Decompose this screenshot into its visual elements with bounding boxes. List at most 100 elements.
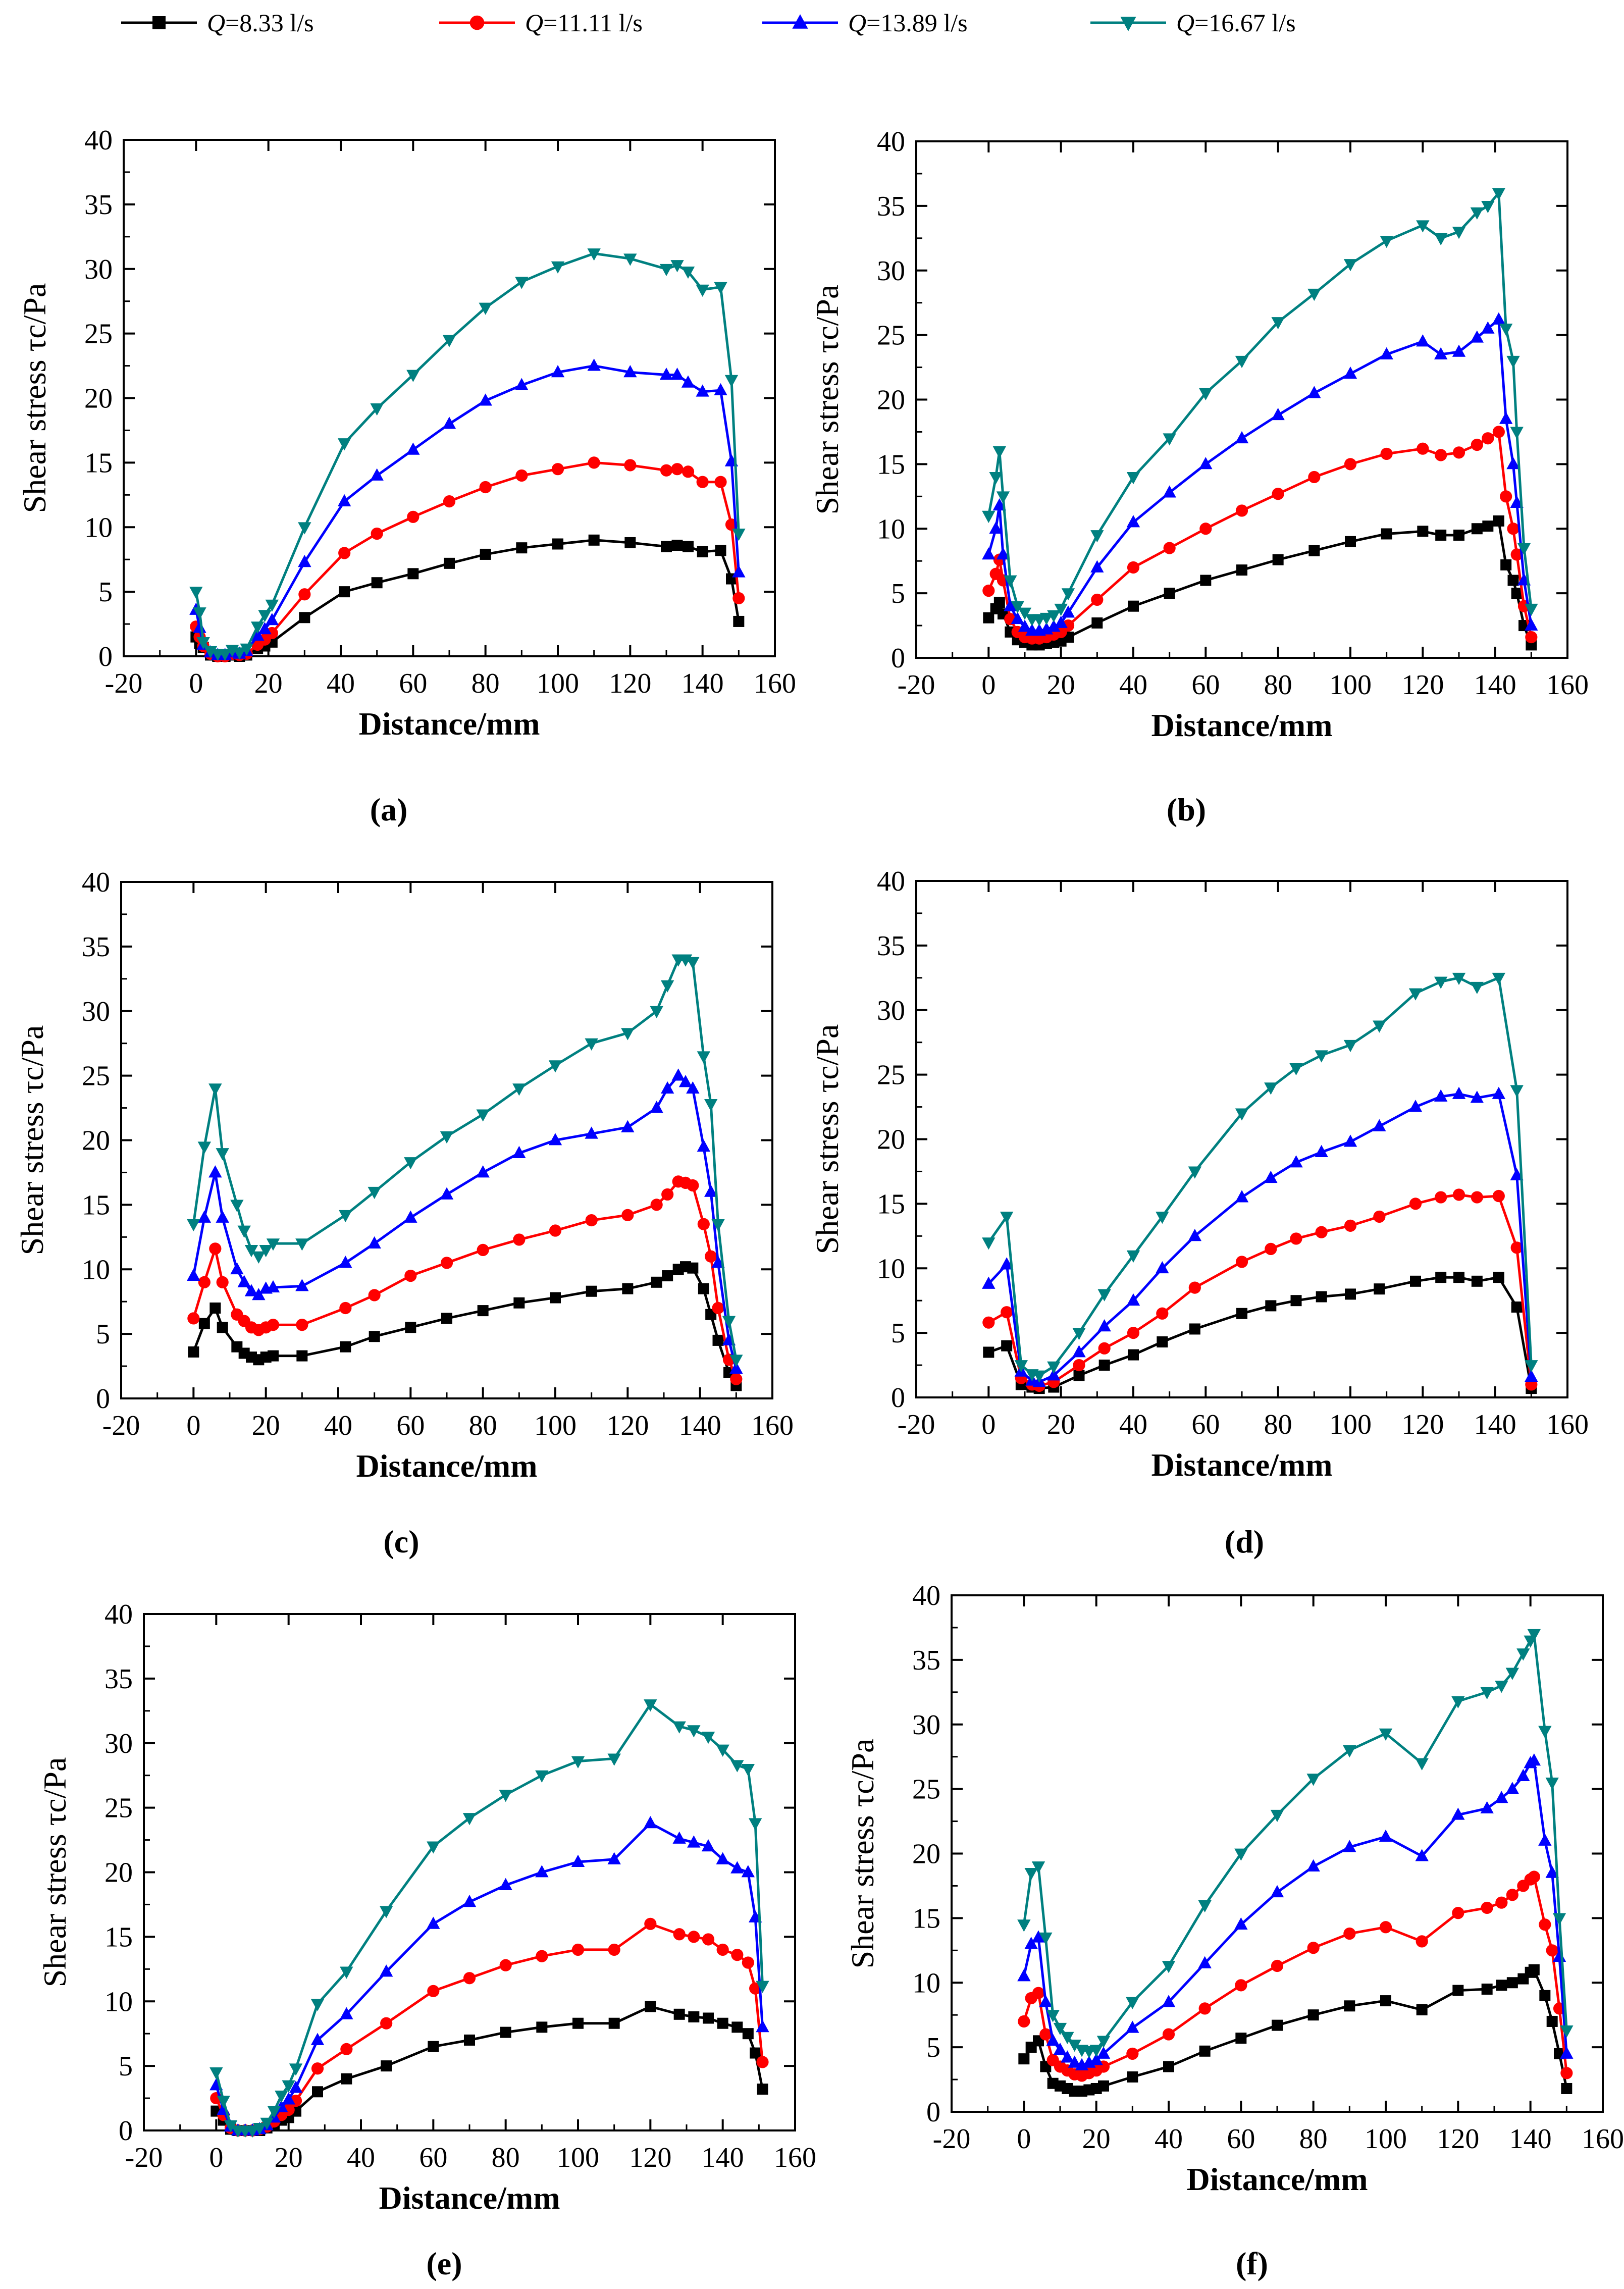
y-tick-label: 40	[877, 866, 905, 897]
data-point	[1506, 1889, 1518, 1901]
data-point	[252, 1288, 266, 1300]
data-point	[687, 1835, 701, 1848]
y-tick-label: 0	[891, 643, 905, 674]
data-point	[742, 1956, 754, 1969]
data-point	[1000, 1257, 1014, 1270]
x-tick-label: 160	[774, 2142, 816, 2173]
y-axis-label: Shear stress τc/Pa	[845, 1739, 880, 1969]
data-point	[1053, 2042, 1067, 2055]
data-point	[1098, 1360, 1110, 1371]
data-point	[1039, 612, 1054, 626]
x-tick-label: 20	[275, 2142, 303, 2173]
x-tick-label: 60	[419, 2142, 447, 2173]
data-point	[1470, 981, 1484, 995]
data-point	[1373, 1020, 1386, 1033]
legend: Q=8.33 l/s Q=11.11 l/s Q=13.89 l/s Q=16.67 …	[121, 9, 1296, 37]
data-point	[697, 546, 708, 557]
data-point	[442, 417, 456, 429]
y-tick-label: 35	[877, 930, 905, 962]
data-point	[1507, 575, 1519, 586]
x-tick-label: -20	[898, 1409, 935, 1440]
x-axis-label: Distance/mm	[358, 706, 540, 742]
data-point	[513, 1233, 526, 1246]
plot-frame	[143, 1613, 796, 2131]
chart-panel: -20 0 20 40 60 80 100 120 140 1600510152025303540…	[809, 866, 1589, 1559]
data-point	[1343, 1840, 1356, 1852]
y-tick-label: 35	[877, 191, 905, 222]
data-point	[660, 464, 673, 477]
data-point	[1162, 1961, 1176, 1973]
data-series	[187, 954, 743, 1367]
data-point	[645, 2001, 656, 2012]
data-point	[1164, 588, 1175, 599]
data-point	[404, 1210, 417, 1223]
data-point	[1289, 1063, 1303, 1076]
data-point	[1054, 603, 1068, 616]
data-point	[1307, 288, 1321, 301]
data-point	[623, 253, 637, 266]
data-point	[697, 1218, 710, 1230]
data-point	[337, 494, 351, 506]
data-point	[1560, 2046, 1574, 2059]
y-axis-label: Shear stress τc/Pa	[37, 1757, 73, 1988]
data-point	[585, 1038, 598, 1051]
data-point	[298, 555, 311, 567]
data-point	[1234, 1848, 1248, 1861]
y-tick-label: 25	[877, 320, 905, 351]
y-tick-label: 0	[891, 1382, 905, 1414]
data-point	[608, 2017, 620, 2029]
data-point	[1307, 1942, 1320, 1954]
data-point	[193, 607, 206, 620]
data-point	[742, 2028, 754, 2040]
data-point	[1156, 1261, 1169, 1274]
x-tick-label: 40	[1155, 2123, 1183, 2155]
data-point	[1452, 1907, 1464, 1919]
y-tick-label: 30	[877, 995, 905, 1026]
data-point	[250, 628, 265, 641]
y-tick-label: 15	[84, 447, 113, 479]
data-point	[1452, 1188, 1465, 1201]
data-point	[299, 612, 310, 623]
data-point	[621, 1209, 634, 1221]
data-point	[1511, 588, 1523, 599]
data-point	[551, 365, 565, 378]
data-point	[1545, 1777, 1559, 1790]
data-point	[672, 1721, 686, 1734]
legend-marker	[792, 14, 808, 29]
data-point	[1126, 515, 1140, 528]
data-point	[1235, 431, 1249, 444]
data-point	[1435, 449, 1447, 461]
x-tick-label: 140	[679, 1410, 721, 1441]
data-point	[380, 2017, 393, 2030]
data-series	[188, 1261, 742, 1391]
x-tick-label: 140	[702, 2142, 744, 2173]
data-point	[1157, 1336, 1168, 1348]
data-point	[688, 1931, 700, 1943]
x-tick-label: 40	[347, 2142, 375, 2173]
data-point	[1343, 1039, 1357, 1053]
data-point	[379, 1964, 393, 1977]
data-point	[1525, 631, 1538, 644]
data-point	[1307, 386, 1321, 398]
x-tick-label: 0	[981, 669, 996, 701]
data-point	[686, 957, 700, 969]
data-point	[244, 1244, 258, 1258]
data-point	[1072, 1328, 1086, 1340]
data-point	[187, 1219, 200, 1232]
y-tick-label: 20	[82, 1125, 110, 1157]
data-point	[1091, 593, 1104, 606]
data-point	[1163, 433, 1176, 446]
data-point	[1417, 442, 1429, 455]
data-point	[298, 522, 311, 535]
data-point	[1510, 1241, 1523, 1254]
data-point	[479, 302, 492, 315]
data-point	[660, 1081, 674, 1094]
data-point	[218, 648, 232, 661]
data-series	[1018, 1964, 1573, 2097]
data-series	[982, 188, 1538, 627]
data-point	[1306, 1859, 1320, 1871]
data-point	[1126, 2047, 1139, 2060]
data-point	[1415, 1849, 1429, 1861]
data-point	[1126, 2020, 1139, 2033]
